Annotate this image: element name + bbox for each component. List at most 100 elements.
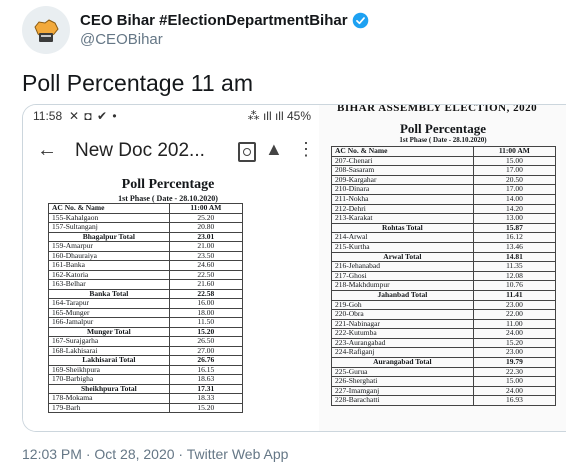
left-poll-table: AC No. & Name 11:00 AM 155-Kahalgaon 25.2… — [48, 203, 244, 413]
table-row: 178-Mokama 18.33 — [48, 393, 244, 404]
doc-app-bar: ← New Doc 202... ▲ ⋮ — [23, 131, 313, 171]
table-total-row: Aurangabad Total 19.79 — [331, 357, 557, 368]
row-name: 167-Surajgarha — [48, 336, 170, 347]
row-value: 16.93 — [472, 395, 557, 407]
account-handle[interactable]: @CEOBihar — [80, 31, 163, 48]
row-name: 215-Kurtha — [331, 241, 474, 253]
row-value: 19.79 — [472, 357, 557, 368]
row-name: 228-Barachatti — [331, 395, 474, 407]
table-header-row: AC No. & Name 11:00 AM — [331, 146, 557, 157]
table-row: 170-Barbigha 18.63 — [48, 374, 244, 385]
row-value: 24.00 — [472, 328, 557, 339]
row-value: 21.60 — [168, 279, 244, 290]
column-header-value: 11:00 AM — [472, 146, 557, 157]
row-value: 16.12 — [472, 232, 557, 243]
row-value: 11.41 — [472, 289, 557, 301]
status-battery: ⁂ ıll ıll 45% — [247, 109, 311, 123]
table-row: 157-Sultanganj 20.80 — [48, 222, 244, 233]
row-value: 20.80 — [168, 222, 244, 233]
row-value: 15.20 — [168, 402, 244, 413]
table-row: 208-Sasaram 17.00 — [331, 165, 557, 176]
row-value: 13.00 — [472, 213, 557, 224]
account-avatar[interactable] — [22, 6, 70, 54]
table-row: 211-Nokha 14.00 — [331, 193, 557, 205]
table-row: 222-Kutumba 24.00 — [331, 328, 557, 339]
account-name[interactable]: CEO Bihar #ElectionDepartmentBihar — [80, 12, 348, 29]
row-name: Lakhisarai Total — [48, 355, 170, 366]
table-row: 166-Jamalpur 11.50 — [48, 317, 244, 328]
row-value: 26.50 — [168, 336, 244, 347]
media-image-right[interactable]: BIHAR ASSEMBLY ELECTION, 2020 Poll Perce… — [319, 105, 566, 431]
row-name: 159-Amarpur — [48, 241, 170, 252]
account-name-row[interactable]: CEO Bihar #ElectionDepartmentBihar — [80, 12, 369, 29]
right-doc-heading: Poll Percentage — [399, 121, 487, 136]
arrow-left-icon: ← — [37, 139, 57, 161]
row-name: 220-Obra — [331, 309, 474, 320]
table-row: 220-Obra 22.00 — [331, 309, 557, 320]
row-value: 11.50 — [168, 317, 244, 328]
table-total-row: Jahanbad Total 11.41 — [331, 289, 557, 301]
more-vert-icon: ⋮ — [297, 139, 313, 160]
table-row: 216-Jehanabad 11.35 — [331, 261, 557, 272]
row-name: 166-Jamalpur — [48, 317, 170, 328]
phone-status-bar: 11:58 ✕ ◘ ✔ • ⁂ ıll ıll 45% — [33, 109, 311, 127]
left-doc-heading: Poll Percentage — [121, 177, 215, 192]
row-name: 208-Sasaram — [331, 165, 474, 176]
doc-title: New Doc 202... — [75, 140, 205, 161]
row-name: Aurangabad Total — [331, 357, 474, 368]
column-header-name: AC No. & Name — [331, 146, 474, 157]
row-name: 218-Makhdumpur — [331, 280, 474, 291]
row-name: 211-Nokha — [331, 193, 474, 205]
row-name: 170-Barbigha — [48, 374, 170, 385]
row-name: 213-Karakat — [331, 213, 474, 224]
table-row: 179-Barh 15.20 — [48, 402, 244, 413]
bihar-map-icon — [34, 19, 59, 42]
row-value: 17.00 — [472, 165, 557, 176]
right-doc-subheading: 1st Phase ( Date - 28.10.2020) — [399, 136, 487, 144]
row-name: 226-Sherghati — [331, 376, 474, 387]
table-header-row: AC No. & Name 11:00 AM — [48, 203, 244, 214]
find-in-doc-icon — [238, 142, 256, 162]
table-row: 161-Banka 24.60 — [48, 260, 244, 271]
table-row: 164-Tarapur 16.00 — [48, 298, 244, 309]
row-name: 157-Sultanganj — [48, 222, 170, 233]
row-name: 164-Tarapur — [48, 298, 170, 309]
drive-add-icon: ▲ — [265, 139, 283, 159]
row-name: 179-Barh — [48, 402, 170, 413]
table-row: 163-Belhar 21.60 — [48, 279, 244, 290]
row-value: 21.00 — [168, 241, 244, 252]
row-value: 26.76 — [168, 355, 244, 366]
row-value: 16.00 — [168, 298, 244, 309]
tweet-header: CEO Bihar #ElectionDepartmentBihar @CEOB… — [22, 6, 552, 58]
row-name: 214-Arwal — [331, 232, 474, 243]
table-row: 213-Karakat 13.00 — [331, 213, 557, 224]
column-header-name: AC No. & Name — [48, 203, 170, 214]
column-header-value: 11:00 AM — [168, 203, 244, 214]
row-value: 18.63 — [168, 374, 244, 385]
table-row: 226-Sherghati 15.00 — [331, 376, 557, 387]
table-row: 215-Kurtha 13.46 — [331, 241, 557, 253]
row-value: 10.76 — [472, 280, 557, 291]
tweet-text: Poll Percentage 11 am — [22, 70, 253, 96]
row-value: 13.46 — [472, 241, 557, 253]
tweet-timestamp[interactable]: 12:03 PM · Oct 28, 2020 · Twitter Web Ap… — [22, 446, 289, 462]
media-image-left[interactable]: 11:58 ✕ ◘ ✔ • ⁂ ıll ıll 45% ← New Doc 20… — [23, 105, 313, 431]
row-name: 178-Mokama — [48, 393, 170, 404]
row-value: 15.00 — [472, 376, 557, 387]
status-notification-icons: ✕ ◘ ✔ • — [69, 109, 118, 123]
tweet-media[interactable]: 11:58 ✕ ◘ ✔ • ⁂ ıll ıll 45% ← New Doc 20… — [22, 104, 566, 432]
right-doc-cut-title: BIHAR ASSEMBLY ELECTION, 2020 — [337, 105, 538, 114]
left-doc-subheading: 1st Phase ( Date - 28.10.2020) — [118, 194, 218, 203]
status-time: 11:58 — [33, 109, 63, 123]
table-row: 228-Barachatti 16.93 — [331, 395, 557, 407]
row-name: Jahanbad Total — [331, 289, 474, 301]
row-name: 163-Belhar — [48, 279, 170, 290]
table-row: 159-Amarpur 21.00 — [48, 241, 244, 252]
row-value: 11.35 — [472, 261, 557, 272]
right-poll-table: AC No. & Name 11:00 AM 207-Chenari 15.00 2… — [331, 146, 557, 407]
row-value: 14.00 — [472, 193, 557, 205]
row-value: 22.00 — [472, 309, 557, 320]
row-value: 24.60 — [168, 260, 244, 271]
row-value: 18.33 — [168, 393, 244, 404]
table-total-row: Lakhisarai Total 26.76 — [48, 355, 244, 366]
